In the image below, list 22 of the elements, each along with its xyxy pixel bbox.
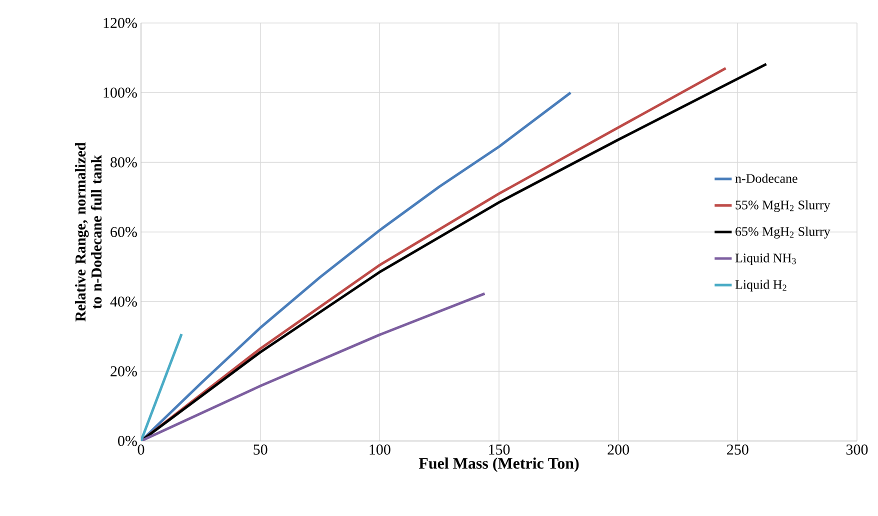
y-tick-label: 60% bbox=[110, 226, 137, 238]
x-axis-title: Fuel Mass (Metric Ton) bbox=[418, 458, 579, 472]
line-series bbox=[141, 292, 486, 441]
legend-label: Liquid NH$_{3}$ bbox=[735, 253, 796, 266]
x-tick-label: 200 bbox=[608, 444, 630, 455]
legend-label: Liquid H$_{2}$ bbox=[735, 280, 786, 292]
x-tick-label: 150 bbox=[489, 444, 510, 455]
y-axis-title: Relative Range, normalized to n-Dodecane full tank bbox=[75, 142, 102, 322]
y-tick-label: 0% bbox=[118, 436, 137, 446]
x-tick-label: 250 bbox=[727, 444, 748, 455]
y-tick-label: 40% bbox=[110, 296, 137, 307]
y-tick-label: 100% bbox=[104, 88, 137, 98]
legend-label: 55% MgH$_{2}$ Slurry bbox=[736, 200, 830, 212]
x-tick-label: 0 bbox=[138, 444, 144, 455]
y-tick-label: 120% bbox=[104, 18, 137, 28]
legend-label: 65% MgH$_{2}$ Slurry bbox=[736, 226, 830, 239]
x-tick-label: 50 bbox=[254, 444, 268, 455]
legend-label: n-Dodecane bbox=[735, 174, 798, 183]
x-tick-label: 100 bbox=[370, 444, 390, 455]
x-tick-label: 300 bbox=[846, 444, 868, 455]
y-tick-label: 80% bbox=[110, 157, 137, 168]
y-tick-label: 20% bbox=[110, 366, 137, 376]
